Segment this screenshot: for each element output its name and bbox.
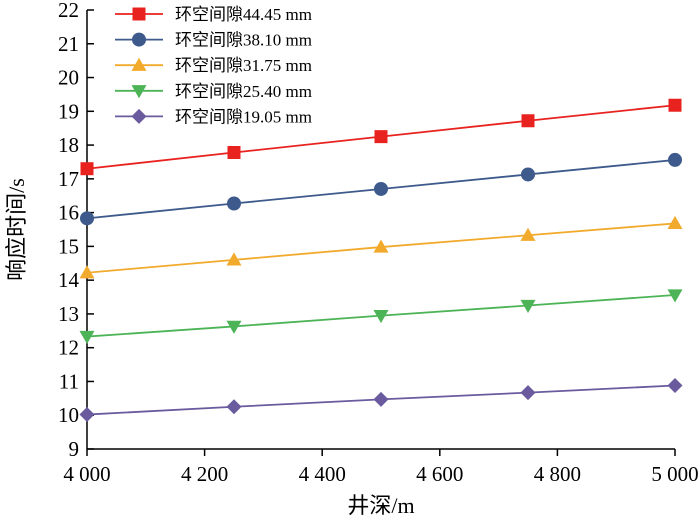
data-point: [521, 167, 535, 182]
y-ticks: 9 10 11 12 13 14 15 16 17 18 19 20 21 22: [58, 0, 94, 461]
legend-label: 环空间隙44.45 mm: [175, 5, 312, 24]
y-tick-label: 16: [58, 201, 79, 225]
y-tick-label: 20: [58, 66, 79, 90]
x-tick-label: 4 000: [63, 462, 110, 486]
data-point: [227, 196, 241, 211]
data-point: [79, 265, 95, 279]
y-tick-label: 14: [58, 268, 80, 292]
y-tick-label: 17: [58, 167, 79, 191]
legend-marker: [131, 85, 147, 99]
y-tick-label: 18: [58, 133, 79, 157]
data-point: [668, 152, 682, 167]
axes: [86, 10, 675, 450]
legend-item: 环空间隙31.75 mm: [115, 56, 312, 75]
data-point: [79, 330, 95, 345]
data-point: [667, 215, 683, 230]
legend-label: 环空间隙38.10 mm: [175, 31, 312, 50]
data-point: [667, 289, 683, 303]
data-point: [373, 391, 389, 407]
y-tick-label: 9: [69, 437, 80, 461]
legend-label: 环空间隙19.05 mm: [175, 107, 312, 126]
x-tick-label: 4 800: [534, 462, 581, 486]
data-point: [374, 130, 388, 144]
y-axis-title: 响应时间/s: [4, 178, 29, 281]
legend-item: 环空间隙25.40 mm: [115, 82, 312, 101]
series-4: [79, 289, 683, 345]
series-1: [80, 98, 682, 176]
series-5: [79, 378, 683, 423]
data-point: [521, 114, 535, 128]
series-2: [80, 152, 682, 226]
data-point: [520, 385, 536, 401]
series-layer: [79, 98, 683, 423]
data-point: [226, 399, 242, 415]
x-tick-label: 4 200: [181, 462, 228, 486]
data-point: [374, 181, 388, 196]
legend-label: 环空间隙25.40 mm: [175, 82, 312, 101]
data-point: [80, 162, 94, 176]
x-tick-label: 4 400: [299, 462, 346, 486]
legend-item: 环空间隙44.45 mm: [115, 5, 312, 24]
data-point: [226, 320, 242, 334]
y-tick-label: 21: [58, 32, 79, 56]
x-tick-label: 4 600: [416, 462, 463, 486]
data-point: [667, 378, 683, 394]
legend-marker: [131, 57, 147, 71]
data-point: [373, 239, 389, 253]
data-point: [227, 146, 241, 160]
y-tick-label: 12: [58, 336, 79, 360]
data-point: [520, 227, 536, 241]
data-point: [520, 299, 536, 313]
data-point: [226, 252, 242, 266]
legend-label: 环空间隙31.75 mm: [175, 56, 312, 75]
data-point: [79, 407, 95, 423]
legend-marker: [131, 108, 147, 124]
x-tick-label: 5 000: [651, 462, 698, 486]
data-point: [373, 309, 389, 324]
legend-item: 环空间隙19.05 mm: [115, 107, 312, 126]
y-tick-label: 15: [58, 234, 79, 258]
legend-item: 环空间隙38.10 mm: [115, 31, 312, 50]
data-point: [668, 98, 682, 112]
y-tick-label: 22: [58, 0, 79, 22]
y-tick-label: 13: [58, 302, 79, 326]
y-tick-label: 19: [58, 99, 79, 123]
data-point: [80, 211, 94, 226]
y-tick-label: 11: [59, 369, 79, 393]
x-axis-title: 井深/m: [347, 493, 414, 518]
legend: 环空间隙44.45 mm 环空间隙38.10 mm 环空间隙31.75 mm 环空间隙…: [115, 5, 312, 126]
legend-marker: [132, 32, 146, 47]
x-ticks: 4 000 4 200 4 400 4 600 4 800 5 000: [63, 449, 699, 486]
y-tick-label: 10: [58, 403, 79, 427]
legend-marker: [132, 7, 146, 21]
series-3: [79, 215, 683, 279]
